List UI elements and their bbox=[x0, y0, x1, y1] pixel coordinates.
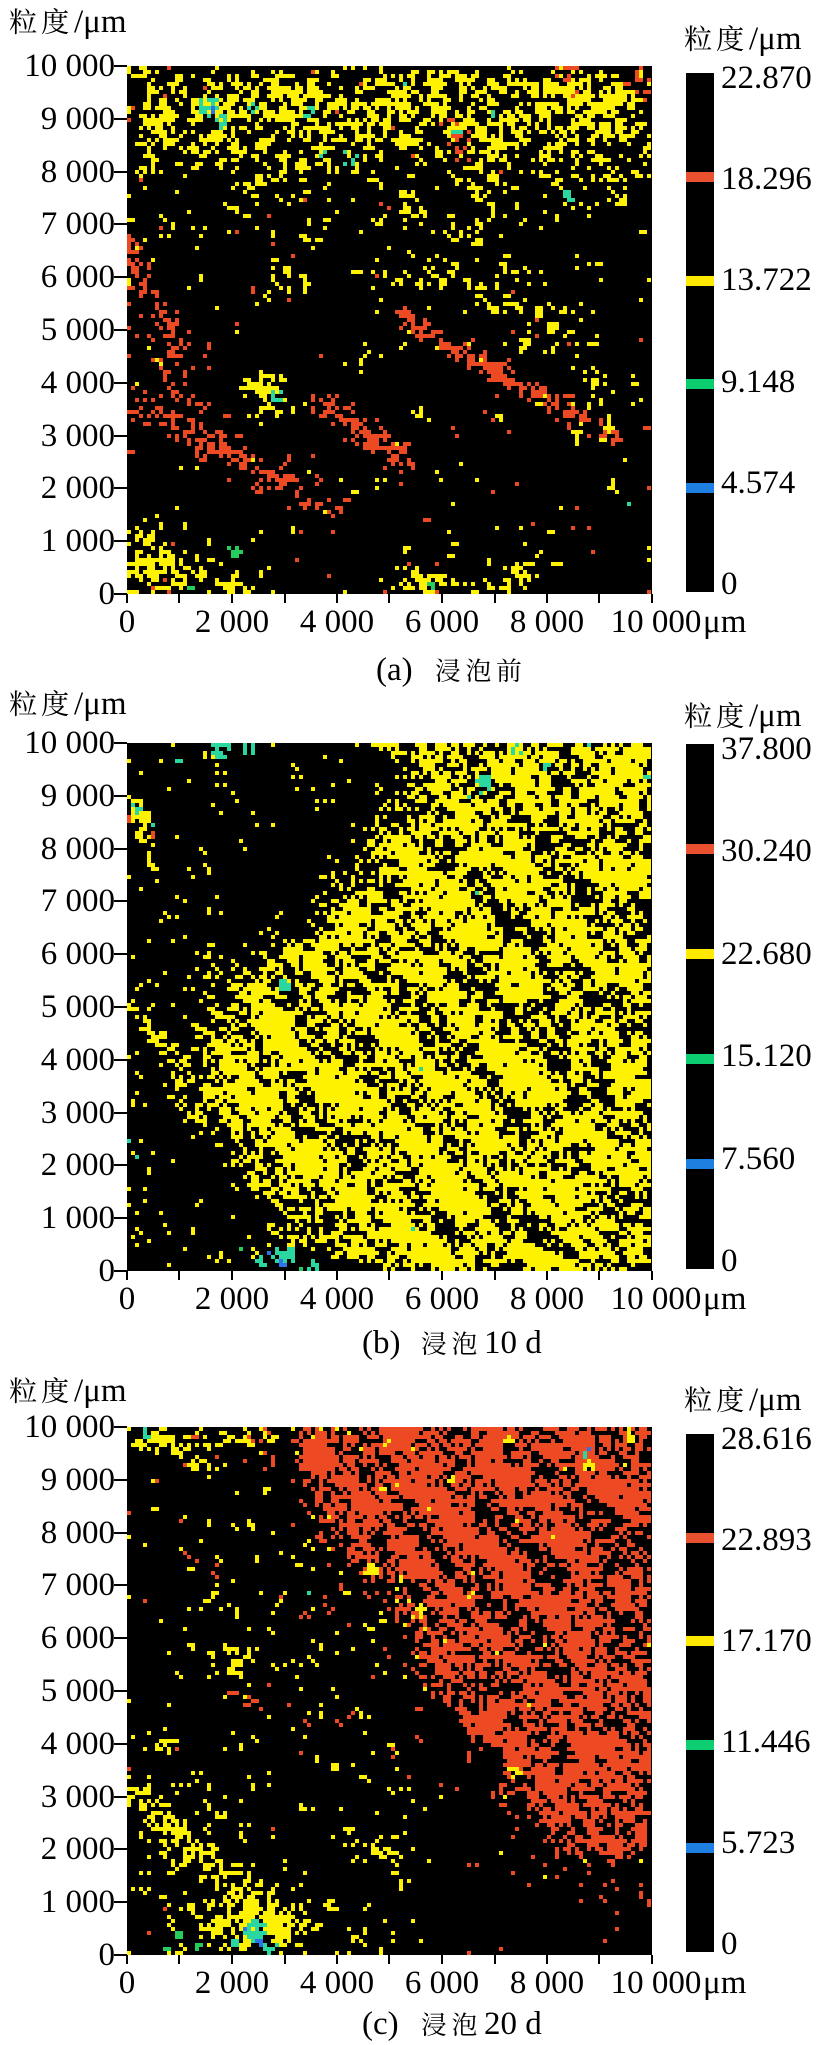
svg-text:20 d: 20 d bbox=[484, 2006, 542, 2042]
svg-text:(a): (a) bbox=[376, 652, 413, 688]
svg-text:/μm: /μm bbox=[749, 21, 802, 57]
svg-text:/μm: /μm bbox=[74, 1373, 127, 1409]
svg-text:/μm: /μm bbox=[749, 1382, 802, 1418]
svg-text:10 d: 10 d bbox=[484, 1325, 542, 1361]
svg-text:(b): (b) bbox=[362, 1325, 400, 1361]
svg-text:(c): (c) bbox=[362, 2006, 399, 2042]
svg-text:/μm: /μm bbox=[74, 4, 127, 40]
svg-text:/μm: /μm bbox=[74, 686, 127, 722]
svg-text:/μm: /μm bbox=[749, 698, 802, 734]
